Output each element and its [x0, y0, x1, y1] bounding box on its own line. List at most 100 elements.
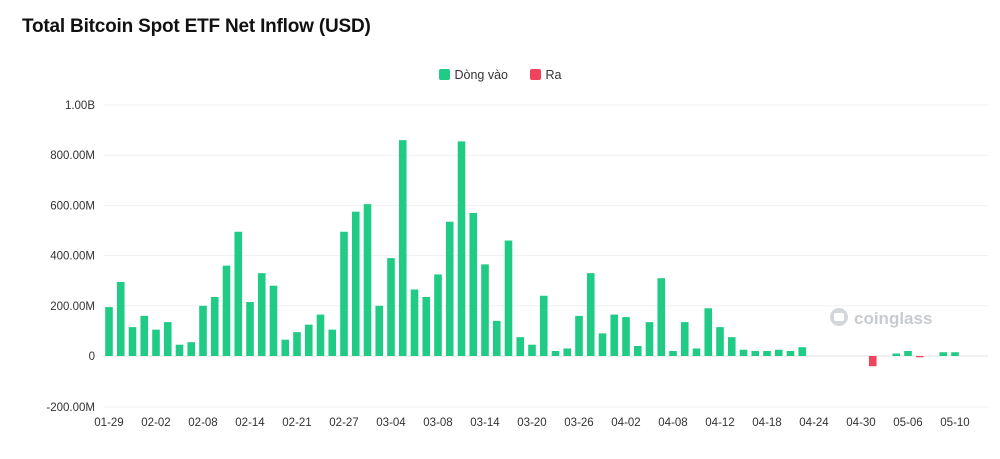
x-tick-label: 03-20: [517, 417, 546, 429]
bar-inflow[interactable]: [727, 337, 736, 356]
bar-inflow[interactable]: [163, 322, 172, 356]
legend-swatch-outflow: [529, 69, 541, 80]
bar-outflow[interactable]: [915, 356, 924, 358]
bar-inflow[interactable]: [539, 295, 548, 356]
bar-inflow[interactable]: [222, 265, 231, 356]
bar-inflow[interactable]: [199, 305, 207, 356]
bar-inflow[interactable]: [622, 317, 630, 356]
bar-inflow[interactable]: [116, 281, 125, 356]
bar-inflow[interactable]: [246, 302, 254, 356]
bar-inflow[interactable]: [481, 264, 489, 356]
bar-inflow[interactable]: [469, 212, 478, 356]
bar-inflow[interactable]: [798, 347, 807, 356]
y-tick-label: 800.00M: [50, 150, 95, 162]
bar-inflow[interactable]: [175, 344, 184, 356]
bar-inflow[interactable]: [128, 327, 137, 356]
bar-inflow[interactable]: [633, 345, 642, 356]
x-tick-label: 03-04: [376, 417, 406, 429]
bar-inflow[interactable]: [316, 314, 325, 356]
y-tick-label: 1.00B: [65, 100, 95, 112]
bar-inflow[interactable]: [492, 320, 501, 356]
bar-inflow[interactable]: [774, 349, 783, 356]
bar-inflow[interactable]: [586, 273, 595, 356]
y-tick-label: 400.00M: [50, 251, 95, 263]
bar-inflow[interactable]: [786, 350, 795, 356]
bar-inflow[interactable]: [610, 314, 619, 356]
bar-inflow[interactable]: [457, 141, 466, 356]
bar-inflow[interactable]: [375, 305, 384, 356]
bar-inflow[interactable]: [939, 352, 948, 356]
bar-series: [105, 140, 959, 367]
bar-inflow[interactable]: [692, 348, 701, 356]
bar-inflow[interactable]: [739, 349, 748, 356]
watermark: coinglass: [830, 308, 932, 328]
y-tick-label: 200.00M: [50, 301, 95, 313]
y-tick-label: -200.00M: [46, 402, 95, 414]
bar-inflow[interactable]: [516, 337, 525, 356]
legend-label-inflow: Dòng vào: [454, 68, 509, 82]
watermark-text: coinglass: [854, 309, 932, 328]
bar-inflow[interactable]: [187, 342, 196, 356]
bar-inflow[interactable]: [657, 278, 666, 356]
bar-inflow[interactable]: [892, 353, 901, 356]
bar-inflow[interactable]: [363, 204, 372, 356]
bar-inflow[interactable]: [293, 332, 301, 356]
legend-item-outflow[interactable]: Ra: [529, 68, 562, 82]
x-tick-label: 01-29: [94, 417, 123, 429]
bar-inflow[interactable]: [716, 327, 724, 356]
bar-inflow[interactable]: [445, 221, 454, 356]
bar-inflow[interactable]: [152, 329, 160, 356]
bar-outflow[interactable]: [868, 356, 877, 367]
bar-inflow[interactable]: [422, 297, 431, 356]
bar-inflow[interactable]: [763, 350, 771, 356]
bar-inflow[interactable]: [210, 297, 219, 356]
x-tick-label: 04-24: [799, 417, 829, 429]
legend-label-outflow: Ra: [545, 68, 562, 82]
x-tick-label: 04-30: [846, 417, 875, 429]
x-tick-label: 04-08: [658, 417, 687, 429]
bar-inflow[interactable]: [904, 350, 912, 356]
x-tick-label: 02-27: [329, 417, 358, 429]
bar-inflow[interactable]: [504, 240, 513, 356]
x-tick-label: 03-08: [423, 417, 452, 429]
y-tick-label: 0: [89, 351, 95, 363]
x-tick-label: 05-10: [940, 417, 969, 429]
bar-inflow[interactable]: [563, 348, 572, 356]
bar-inflow[interactable]: [351, 211, 360, 356]
bar-inflow[interactable]: [704, 308, 713, 356]
bar-inflow[interactable]: [387, 258, 395, 356]
bar-inflow[interactable]: [105, 307, 113, 356]
bar-inflow[interactable]: [434, 274, 442, 356]
bar-inflow[interactable]: [528, 344, 536, 356]
x-axis: 01-29 02-02 02-08 02-14 02-21 02-27 03-04 03-08…: [94, 417, 969, 429]
x-tick-label: 02-02: [141, 417, 170, 429]
chart-title: Total Bitcoin Spot ETF Net Inflow (USD): [22, 16, 371, 37]
x-tick-label: 02-21: [282, 417, 311, 429]
bar-inflow[interactable]: [234, 231, 243, 356]
bar-inflow[interactable]: [328, 329, 337, 356]
bar-inflow[interactable]: [680, 322, 689, 356]
bar-inflow[interactable]: [340, 231, 348, 356]
x-tick-label: 04-18: [752, 417, 781, 429]
bar-inflow[interactable]: [598, 333, 607, 356]
bar-inflow[interactable]: [551, 350, 560, 356]
bar-inflow[interactable]: [140, 315, 149, 356]
bar-inflow[interactable]: [645, 322, 654, 356]
bar-inflow[interactable]: [281, 339, 290, 356]
bar-inflow[interactable]: [304, 324, 313, 357]
bar-inflow[interactable]: [410, 289, 419, 356]
bar-inflow[interactable]: [669, 350, 677, 356]
x-tick-label: 03-26: [564, 417, 593, 429]
bar-inflow[interactable]: [951, 352, 959, 356]
x-tick-label: 03-14: [470, 417, 500, 429]
legend-item-inflow[interactable]: Dòng vào: [438, 68, 509, 82]
bar-inflow[interactable]: [398, 140, 407, 356]
legend-swatch-inflow: [438, 69, 450, 80]
bar-inflow[interactable]: [257, 273, 266, 356]
bar-inflow[interactable]: [269, 285, 278, 356]
x-tick-label: 02-08: [188, 417, 217, 429]
coinglass-logo-icon: [830, 308, 848, 326]
bar-inflow[interactable]: [575, 315, 583, 356]
bar-inflow[interactable]: [751, 350, 760, 356]
